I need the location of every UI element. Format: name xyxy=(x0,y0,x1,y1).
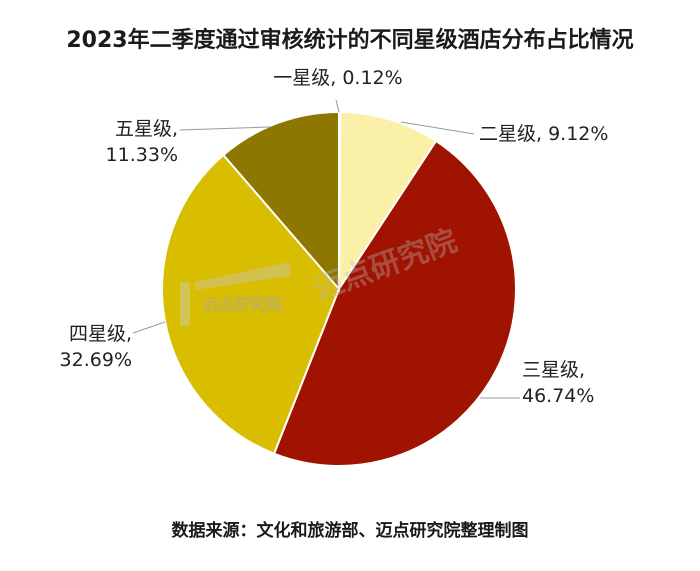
leader-line-4 xyxy=(132,321,166,334)
pie-slice-3 xyxy=(272,139,517,467)
watermark-logo-text: 迈点研究院 xyxy=(202,295,282,314)
slice-label-2: 二星级, 9.12% xyxy=(479,123,608,145)
slice-labels: 一星级, 0.12% 二星级, 9.12% 三星级, 46.74% 四星级, 32.69%… xyxy=(60,67,609,407)
leader-line-2 xyxy=(400,121,475,135)
chart-title: 2023年二季度通过审核统计的不同星级酒店分布占比情况 xyxy=(66,28,634,53)
leader-line-1 xyxy=(335,99,340,113)
slice-label-name-4: 四星级, xyxy=(69,323,132,345)
pie-slice-4 xyxy=(161,153,341,455)
slice-label-value-3: 46.74% xyxy=(522,385,594,407)
slice-label-value-5: 11.33% xyxy=(106,144,178,166)
slice-label-1: 一星级, 0.12% xyxy=(273,67,402,89)
pie-slice-5 xyxy=(221,110,340,292)
slice-label-name-3: 三星级, xyxy=(522,359,585,381)
slice-label-value-4: 32.69% xyxy=(60,349,132,371)
pie-slice-2 xyxy=(337,111,438,293)
slice-label-name-5: 五星级, xyxy=(115,118,178,140)
pie-slices xyxy=(161,110,517,467)
watermark-logo-icon xyxy=(180,282,190,326)
watermark-stripe-icon xyxy=(195,262,290,290)
leader-line-5 xyxy=(179,126,271,131)
chart-source: 数据来源：文化和旅游部、迈点研究院整理制图 xyxy=(171,521,529,541)
